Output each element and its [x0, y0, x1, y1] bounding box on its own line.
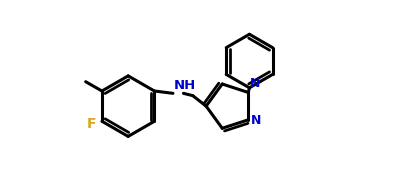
Text: N: N — [251, 115, 261, 128]
Text: N: N — [249, 77, 260, 90]
Text: NH: NH — [174, 79, 196, 92]
Text: F: F — [87, 117, 96, 131]
